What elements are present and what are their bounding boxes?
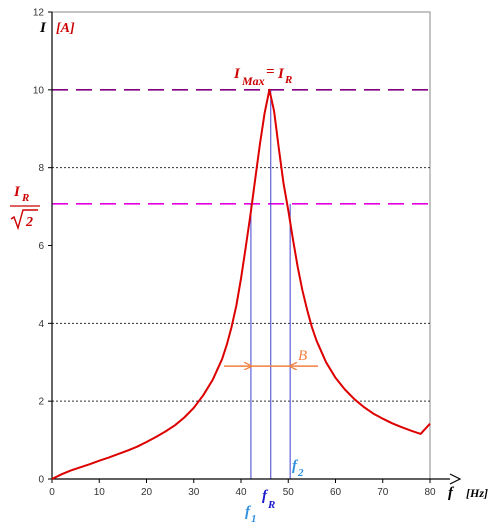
- x-tick-label: 60: [330, 487, 342, 498]
- y-tick-label: 0: [38, 475, 44, 486]
- y-tick-label: 10: [33, 85, 45, 96]
- x-tick-label: 80: [424, 487, 436, 498]
- f2-subscript: 2: [297, 467, 304, 479]
- plot-frame: [51, 11, 431, 480]
- y-axis-unit: [A]: [56, 21, 75, 36]
- x-tick-label: 30: [188, 487, 200, 498]
- x-tick-label: 0: [49, 487, 55, 498]
- ir-equal-label: I: [277, 66, 285, 82]
- x-axis-unit: [Hz]: [466, 486, 488, 500]
- x-tick-label: 70: [377, 487, 389, 498]
- x-tick-label: 50: [283, 487, 295, 498]
- y-tick-label: 12: [33, 8, 45, 19]
- y-tick-label: 8: [38, 163, 44, 174]
- y-tick-label: 2: [38, 397, 44, 408]
- ir-over-sqrt2-label: I R 2: [10, 184, 40, 231]
- f1-label: f: [245, 504, 252, 520]
- ir-numerator: I: [13, 184, 21, 200]
- y-axis-label: I: [39, 20, 47, 36]
- ir-equal-subscript: R: [284, 74, 292, 86]
- reference-lines: [52, 89, 430, 205]
- bandwidth-label: B: [298, 348, 307, 364]
- ir-numerator-subscript: R: [21, 192, 29, 204]
- f1-subscript: 1: [251, 513, 257, 525]
- y-tick-label: 6: [38, 241, 44, 252]
- x-axis-arrow: [449, 473, 462, 485]
- x-axis-label: f: [448, 485, 455, 501]
- f2-label: f: [292, 458, 299, 474]
- imax-equals: =: [266, 64, 275, 80]
- fR-subscript: R: [267, 499, 275, 511]
- x-tick-label: 10: [94, 487, 106, 498]
- x-tick-label: 40: [235, 487, 247, 498]
- imax-label: I: [233, 66, 241, 82]
- x-tick-label: 20: [141, 487, 153, 498]
- sqrt-sign: [10, 209, 38, 231]
- curve-layer: [51, 88, 431, 480]
- axes: 0 2 4 6 8 10 12 0 10 20 30 40 50 60 70 80: [33, 8, 462, 498]
- fR-label: f: [262, 488, 269, 504]
- frequency-markers: [250, 89, 291, 479]
- imax-subscript: Max: [241, 74, 265, 88]
- resonance-curve: [51, 88, 431, 480]
- grid-layer: [51, 11, 431, 480]
- sqrt-radicand: 2: [25, 215, 33, 230]
- y-tick-label: 4: [38, 319, 44, 330]
